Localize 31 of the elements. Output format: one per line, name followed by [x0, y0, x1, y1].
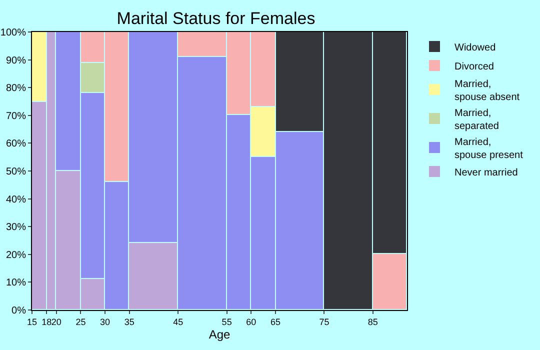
x-tick-label: 60: [246, 316, 256, 327]
x-axis-title: Age: [208, 328, 230, 342]
x-tick-label: 55: [222, 316, 232, 327]
y-tick-label: 100%: [0, 28, 26, 38]
legend-label: Married, spouse absent: [454, 78, 520, 103]
legend-label: Never married: [454, 167, 518, 178]
y-tick-label: 30%: [6, 222, 26, 234]
y-tick-label: 20%: [6, 250, 26, 261]
y-tick-label: 80%: [6, 83, 26, 94]
x-tick-label: 25: [76, 316, 86, 327]
legend-label: Widowed: [454, 42, 496, 54]
x-tick-label: 75: [319, 316, 330, 327]
x-tick-label: 85: [368, 316, 378, 327]
x-tick-label: 45: [173, 316, 184, 327]
y-tick-label: 60%: [6, 138, 26, 150]
x-tick-label: 20: [51, 316, 62, 327]
x-tick-label: 18: [42, 316, 52, 327]
y-tick-label: 90%: [6, 55, 26, 66]
y-tick-label: 40%: [6, 194, 26, 206]
chart-title: Marital Status for Females: [116, 9, 316, 28]
x-tick-label: 35: [124, 316, 134, 327]
y-tick-label: 10%: [6, 278, 26, 289]
legend-label: Married, separated: [454, 108, 499, 132]
y-tick-label: 70%: [6, 110, 26, 122]
x-tick-label: 15: [26, 316, 38, 327]
y-tick-label: 0%: [12, 306, 26, 316]
legend-label: Married, spouse present: [454, 136, 524, 161]
y-tick-label: 50%: [6, 166, 26, 178]
legend-label: Divorced: [454, 61, 494, 72]
x-tick-label: 30: [100, 316, 110, 327]
x-tick-label: 65: [270, 316, 281, 327]
